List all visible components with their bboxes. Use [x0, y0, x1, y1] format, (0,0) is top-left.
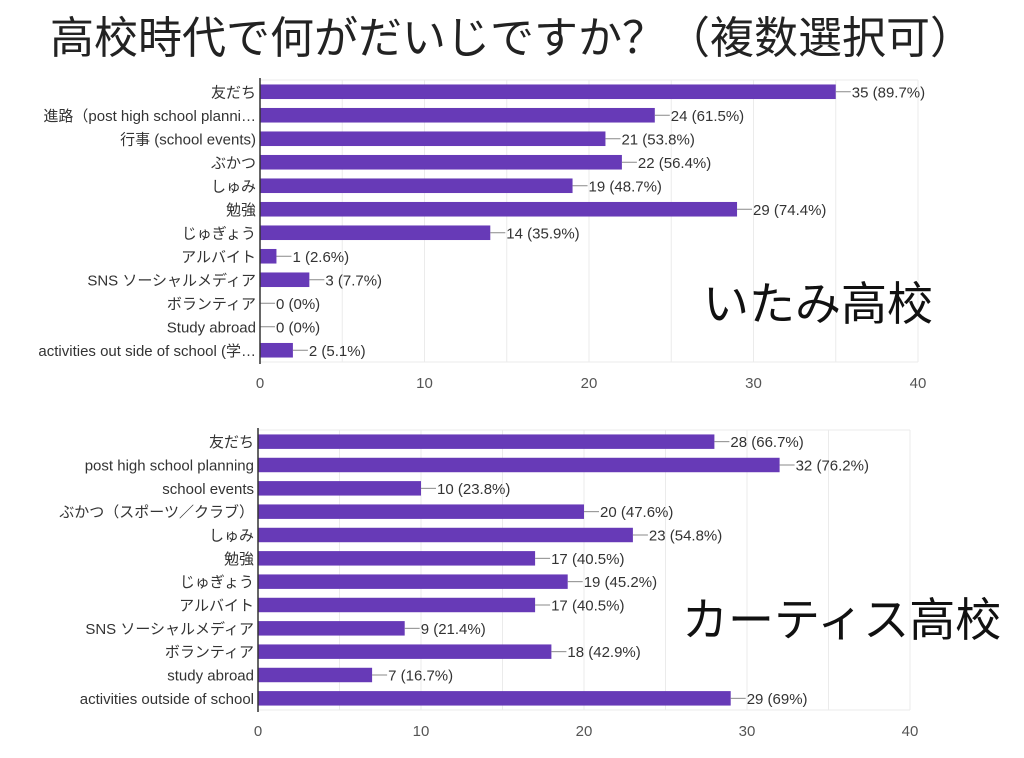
data-label: 35 (89.7%) [852, 84, 925, 101]
category-label: post high school planning [85, 458, 254, 475]
category-label: 勉強 [224, 551, 254, 568]
bar [260, 201, 738, 217]
x-tick-label: 10 [416, 375, 433, 392]
data-label: 18 (42.9%) [567, 644, 640, 661]
category-label: 勉強 [226, 202, 256, 219]
chart-title-curtis: カーティス高校 [682, 593, 1002, 647]
x-tick-label: 40 [902, 723, 919, 740]
category-label: アルバイト [179, 598, 254, 615]
bar [258, 504, 584, 519]
data-label: 3 (7.7%) [325, 272, 382, 289]
bar [260, 154, 622, 170]
data-label: 2 (5.1%) [309, 343, 366, 360]
data-label: 14 (35.9%) [506, 225, 579, 242]
category-label: Study abroad [167, 319, 256, 336]
category-label: じゅぎょう [182, 225, 256, 242]
category-label: activities out side of school (学… [38, 343, 256, 360]
page-title: 高校時代で何がだいじですか？（複数選択可） [50, 13, 974, 64]
bar [258, 621, 405, 636]
data-label: 10 (23.8%) [437, 481, 510, 498]
category-label: school events [162, 481, 254, 498]
data-label: 0 (0%) [276, 319, 320, 336]
category-label: ぶかつ [211, 155, 256, 172]
category-label: じゅぎょう [180, 574, 254, 591]
x-tick-label: 20 [576, 723, 593, 740]
chart-curtis: 0 10 20 30 40 28 (66.7%) 友だち 32 (76.2%) post hig… [59, 428, 919, 740]
category-label: ボランティア [167, 296, 256, 313]
bar [258, 597, 536, 613]
data-label: 1 (2.6%) [292, 249, 349, 266]
data-label: 32 (76.2%) [796, 458, 869, 475]
data-label: 19 (45.2%) [584, 574, 657, 591]
category-label: 行事 (school events) [120, 131, 256, 148]
bar [258, 667, 373, 683]
data-label: 9 (21.4%) [421, 621, 486, 638]
bar [260, 248, 277, 264]
bar [258, 551, 536, 566]
category-label: ぶかつ（スポーツ／クラブ） [59, 503, 254, 521]
category-label: activities outside of school [80, 691, 254, 708]
bar [258, 574, 568, 589]
bar [260, 131, 606, 147]
data-label: 29 (69%) [747, 691, 808, 708]
category-label: アルバイト [181, 249, 256, 266]
category-label: しゅみ [211, 178, 256, 195]
x-tick-label: 30 [745, 375, 762, 392]
data-label: 28 (66.7%) [730, 434, 803, 451]
bar [260, 178, 573, 194]
data-label: 19 (48.7%) [589, 178, 662, 195]
data-label: 24 (61.5%) [671, 108, 744, 125]
category-label: 進路（post high school planni… [43, 108, 256, 125]
category-label: しゅみ [209, 528, 254, 545]
bar [258, 457, 780, 473]
data-label: 29 (74.4%) [753, 202, 826, 219]
x-tick-label: 30 [739, 723, 756, 740]
data-label: 0 (0%) [276, 296, 320, 313]
chart-title-itami: いたみ高校 [703, 277, 933, 331]
data-label: 23 (54.8%) [649, 528, 722, 545]
bar [260, 342, 293, 358]
category-label: SNS ソーシャルメディア [87, 271, 256, 289]
data-label: 20 (47.6%) [600, 504, 673, 521]
bar [258, 644, 552, 659]
category-label: SNS ソーシャルメディア [85, 620, 254, 638]
bar [258, 434, 715, 449]
bar [258, 527, 633, 543]
x-tick-label: 10 [413, 723, 430, 740]
x-tick-label: 40 [910, 375, 927, 392]
bar [260, 225, 491, 241]
bar [260, 107, 655, 123]
category-label: ボランティア [165, 644, 254, 661]
data-label: 21 (53.8%) [621, 131, 694, 148]
category-label: study abroad [167, 668, 254, 685]
bar [258, 691, 731, 706]
x-tick-label: 0 [256, 375, 264, 392]
data-label: 22 (56.4%) [638, 155, 711, 172]
chart-itami: 0 10 20 30 40 35 (89.7%) 友だち 24 (61.5%) 進路（post … [38, 78, 927, 392]
category-label: 友だち [209, 434, 254, 451]
data-label: 7 (16.7%) [388, 668, 453, 685]
data-label: 17 (40.5%) [551, 598, 624, 615]
category-label: 友だち [211, 84, 256, 101]
bar [258, 481, 421, 496]
data-label: 17 (40.5%) [551, 551, 624, 568]
x-tick-label: 20 [581, 375, 598, 392]
bar [260, 272, 310, 288]
x-tick-label: 0 [254, 723, 262, 740]
bar [260, 84, 836, 100]
